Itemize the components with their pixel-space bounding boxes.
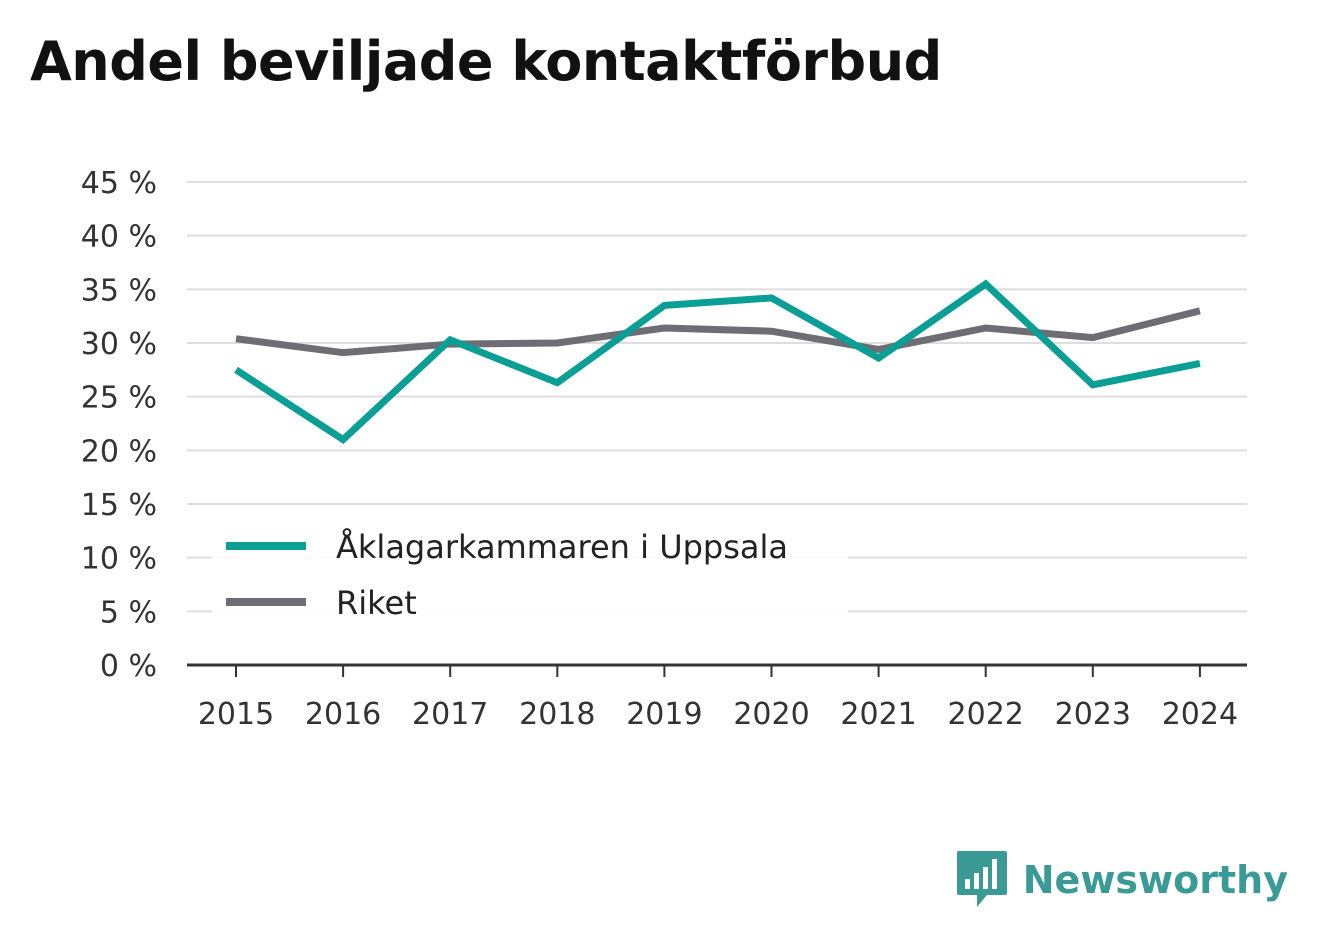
x-tick-label: 2017 (412, 697, 488, 732)
y-tick-label: 35 % (81, 273, 157, 308)
newsworthy-logo-icon (956, 851, 1007, 907)
legend-label: Riket (336, 584, 417, 622)
newsworthy-logo: Newsworthy (955, 849, 1288, 911)
x-tick-label: 2022 (948, 697, 1024, 732)
series-line-0 (234, 279, 1201, 445)
x-tick-label: 2024 (1162, 697, 1238, 732)
y-tick-label: 20 % (81, 434, 157, 469)
y-tick-label: 40 % (81, 220, 157, 255)
x-tick-label: 2015 (198, 697, 274, 732)
legend-background (212, 518, 848, 630)
chart-title: Andel beviljade kontaktförbud (30, 30, 942, 93)
x-axis-ticks: 2015 2016 2017 2018 2019 2020 2021 2022 2023 2024 (198, 665, 1238, 732)
brand-name: Newsworthy (1022, 858, 1288, 902)
y-tick-label: 25 % (81, 381, 157, 416)
y-axis-ticks: 0 % 5 % 10 % 15 % 20 % 25 % 30 % 35 % 40 % 45 % (81, 166, 157, 684)
x-tick-label: 2016 (305, 697, 381, 732)
x-tick-label: 2021 (840, 697, 916, 732)
y-tick-label: 45 % (81, 166, 157, 201)
legend-label: Åklagarkammaren i Uppsala (336, 528, 788, 566)
y-tick-label: 5 % (100, 595, 157, 630)
y-tick-label: 30 % (81, 327, 157, 362)
y-tick-label: 15 % (81, 488, 157, 523)
x-tick-label: 2018 (519, 697, 595, 732)
y-tick-label: 10 % (81, 542, 157, 577)
y-tick-label: 0 % (100, 649, 157, 684)
series-lines (234, 279, 1201, 445)
x-tick-label: 2020 (733, 697, 809, 732)
x-tick-label: 2019 (626, 697, 702, 732)
x-tick-label: 2023 (1055, 697, 1131, 732)
legend: Åklagarkammaren i Uppsala Riket (212, 518, 848, 630)
